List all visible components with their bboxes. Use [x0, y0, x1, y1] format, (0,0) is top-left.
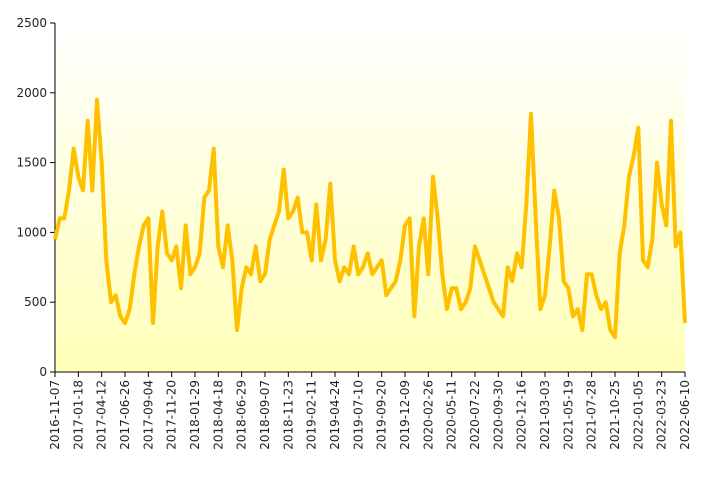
- x-tick-label: 2019-04-24: [328, 380, 342, 450]
- x-tick-label: 2021-10-25: [608, 380, 622, 450]
- y-tick-label: 2500: [16, 16, 47, 30]
- x-tick-label: 2021-07-28: [585, 380, 599, 450]
- x-tick-label: 2020-09-30: [491, 380, 505, 450]
- x-tick-label: 2018-11-23: [281, 380, 295, 450]
- x-tick-label: 2018-04-18: [211, 380, 225, 450]
- x-tick-label: 2018-06-29: [235, 380, 249, 450]
- x-tick-label: 2017-11-20: [165, 380, 179, 450]
- x-tick-label: 2019-02-11: [305, 380, 319, 450]
- y-tick-label: 2000: [16, 86, 47, 100]
- y-tick-label: 0: [39, 365, 47, 379]
- x-tick-label: 2018-09-07: [258, 380, 272, 450]
- x-tick-label: 2017-06-26: [118, 380, 132, 450]
- x-tick-label: 2020-12-16: [515, 380, 529, 450]
- x-tick-label: 2022-03-23: [655, 380, 669, 450]
- x-tick-label: 2018-01-29: [188, 380, 202, 450]
- x-tick-label: 2019-07-10: [351, 380, 365, 450]
- x-tick-label: 2017-04-12: [95, 380, 109, 450]
- x-tick-label: 2016-11-07: [48, 380, 62, 450]
- plot-area: [55, 23, 685, 372]
- x-tick-label: 2021-03-03: [538, 380, 552, 450]
- x-tick-label: 2017-01-18: [71, 380, 85, 450]
- x-tick-label: 2020-07-22: [468, 380, 482, 450]
- x-tick-label: 2022-01-05: [631, 380, 645, 450]
- y-tick-label: 1000: [16, 225, 47, 239]
- x-tick-label: 2022-06-10: [678, 380, 692, 450]
- y-tick-label: 1500: [16, 156, 47, 170]
- x-tick-label: 2017-09-04: [141, 380, 155, 450]
- line: [53, 97, 687, 340]
- x-tick-label: 2019-12-09: [398, 380, 412, 450]
- x-tick-label: 2019-09-20: [375, 380, 389, 450]
- x-tick-label: 2020-05-11: [445, 380, 459, 450]
- x-tick-label: 2021-05-19: [561, 380, 575, 450]
- y-tick-label: 500: [24, 295, 47, 309]
- x-tick-label: 2020-02-26: [421, 380, 435, 450]
